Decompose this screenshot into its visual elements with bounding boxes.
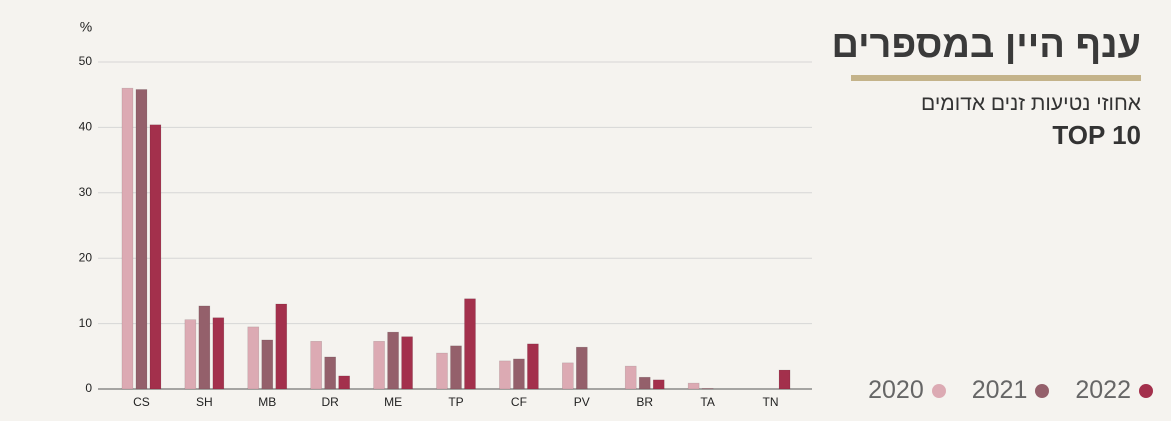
title: ענף היין במספרים: [831, 24, 1141, 66]
bar: [527, 343, 539, 390]
y-tick-label: 30: [79, 185, 93, 199]
legend-item: 2022: [1075, 376, 1153, 405]
legend-label: 2022: [1075, 376, 1131, 404]
y-axis-label: %: [80, 19, 92, 35]
bar: [450, 345, 462, 390]
bar: [212, 317, 225, 390]
bar: [687, 382, 700, 390]
legend-swatch: [1139, 383, 1153, 398]
bar: [436, 352, 448, 390]
legend-label: 2020: [868, 376, 924, 404]
annotation: TOP 10: [1052, 120, 1141, 150]
bar: [373, 340, 385, 390]
title-rule: [851, 75, 1141, 81]
legend: 2020 2021 2022: [868, 376, 1153, 405]
bar: [247, 326, 260, 390]
y-tick-label: 0: [85, 381, 92, 395]
bar: [401, 336, 413, 390]
legend-item: 2021: [972, 376, 1050, 405]
bar: [562, 362, 574, 390]
bar: [135, 89, 148, 390]
x-tick-label: DR: [322, 395, 340, 409]
chart: % 0 10 20 30 40 50 CS SH MB DR ME TP CF PV BR TA TN: [79, 19, 812, 409]
y-tick-label: 50: [79, 54, 93, 68]
bar: [275, 303, 288, 390]
bar: [652, 379, 665, 390]
x-tick-label: ME: [384, 395, 402, 409]
bar: [513, 358, 525, 390]
bar: [184, 319, 197, 390]
y-tick-label: 40: [79, 120, 93, 134]
y-tick-label: 20: [79, 250, 93, 264]
x-tick-label: PV: [574, 395, 590, 409]
x-tick-label: SH: [196, 395, 213, 409]
bar: [324, 356, 336, 390]
bar: [198, 305, 211, 390]
bar: [387, 331, 399, 390]
bar: [464, 298, 476, 390]
x-tick-label: TP: [448, 395, 463, 409]
legend-item: 2020: [868, 376, 946, 405]
bar: [499, 360, 511, 390]
bar: [261, 339, 274, 390]
x-tick-label: BR: [636, 395, 653, 409]
x-tick-label: MB: [258, 395, 276, 409]
subtitle: אחוזי נטיעות זנים אדומים: [921, 92, 1141, 115]
bar: [701, 388, 714, 390]
x-tick-label: CF: [511, 395, 527, 409]
x-tick-label: TN: [763, 395, 779, 409]
bar: [778, 369, 791, 390]
x-tick-label: TA: [700, 395, 714, 409]
bar: [310, 340, 322, 390]
bar: [576, 346, 588, 390]
x-tick-label: CS: [133, 395, 150, 409]
y-tick-label: 10: [79, 316, 93, 330]
bar: [638, 376, 651, 390]
bar: [338, 375, 350, 390]
bar: [121, 87, 134, 390]
legend-swatch: [931, 383, 946, 398]
legend-label: 2021: [971, 376, 1028, 404]
bar: [149, 124, 162, 390]
bar: [624, 365, 637, 390]
legend-swatch: [1035, 383, 1050, 398]
